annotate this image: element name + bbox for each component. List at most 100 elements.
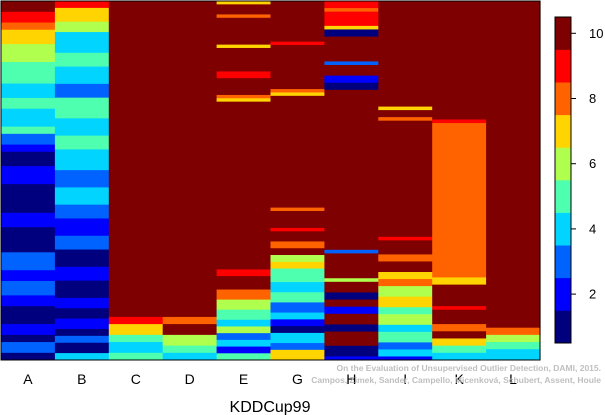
cell-g-6 xyxy=(270,207,325,212)
cell-e-15 xyxy=(216,309,272,321)
cell-g-22 xyxy=(270,343,325,351)
cell-i-10 xyxy=(378,279,433,287)
cell-a-16 xyxy=(1,227,56,253)
cell-g-14 xyxy=(270,268,325,283)
cell-h-9 xyxy=(324,82,379,91)
cell-h-18 xyxy=(324,313,379,325)
cell-b-5 xyxy=(54,66,110,85)
column-label-d: D xyxy=(185,371,195,387)
cell-b-9 xyxy=(54,135,110,150)
cell-g-0 xyxy=(270,1,325,43)
cell-b-19 xyxy=(54,297,110,309)
cell-i-5 xyxy=(378,236,433,241)
cell-e-16 xyxy=(216,319,272,327)
cell-c-4 xyxy=(108,342,164,354)
cell-i-17 xyxy=(378,342,433,350)
cell-h-21 xyxy=(324,345,379,357)
cell-i-12 xyxy=(378,296,433,308)
column-label-h: H xyxy=(346,371,356,387)
colorbar: 2 4 6 8 10 xyxy=(554,16,603,344)
cell-g-9 xyxy=(270,231,325,242)
cell-a-13 xyxy=(1,166,56,185)
cell-h-3 xyxy=(324,25,379,30)
cell-g-7 xyxy=(270,210,325,229)
cell-a-2 xyxy=(1,22,56,31)
cell-e-10 xyxy=(216,101,272,270)
cell-e-3 xyxy=(216,17,272,46)
column-label-c: C xyxy=(131,371,141,387)
cell-h-6 xyxy=(324,61,379,66)
cell-b-23 xyxy=(54,335,110,344)
cell-g-10 xyxy=(270,241,325,249)
cell-e-18 xyxy=(216,333,272,341)
cell-g-16 xyxy=(270,292,325,303)
colorbar-tick-label-2: 2 xyxy=(589,287,596,302)
colorbar-swatch-5 xyxy=(555,180,571,213)
colorbar-tick-label-6: 6 xyxy=(589,156,596,171)
cell-e-5 xyxy=(216,47,272,72)
cell-b-10 xyxy=(54,149,110,171)
cell-h-12 xyxy=(324,253,379,279)
colorbar-swatch-8 xyxy=(555,82,571,116)
cell-g-23 xyxy=(270,349,325,361)
cell-i-7 xyxy=(378,254,433,262)
cell-l-0 xyxy=(486,1,541,329)
cell-k-8 xyxy=(432,331,487,339)
x-axis-label: KDDCup99 xyxy=(230,399,311,415)
cell-g-2 xyxy=(270,45,325,90)
cell-b-2 xyxy=(54,21,110,33)
cell-e-14 xyxy=(216,299,272,311)
cell-e-1 xyxy=(216,4,272,15)
cell-a-22 xyxy=(1,324,56,336)
cell-i-4 xyxy=(378,120,433,238)
cell-i-18 xyxy=(378,349,433,357)
cell-b-24 xyxy=(54,342,110,354)
cell-i-16 xyxy=(378,331,433,343)
cell-d-5 xyxy=(162,352,218,361)
cell-g-18 xyxy=(270,312,325,320)
cell-i-3 xyxy=(378,117,433,122)
cell-h-14 xyxy=(324,281,379,293)
cell-b-14 xyxy=(54,218,110,237)
cell-i-19 xyxy=(378,356,433,361)
cell-g-4 xyxy=(270,92,325,97)
cell-b-25 xyxy=(54,353,110,361)
cell-e-17 xyxy=(216,326,272,334)
cell-e-2 xyxy=(216,14,272,19)
cell-a-4 xyxy=(1,44,56,63)
cell-l-2 xyxy=(486,334,541,343)
cell-e-8 xyxy=(216,94,272,99)
column-label-g: G xyxy=(292,371,303,387)
cell-k-2 xyxy=(432,123,487,278)
cell-b-8 xyxy=(54,118,110,137)
cell-b-1 xyxy=(54,7,110,23)
colorbar-tick-label-8: 8 xyxy=(589,91,596,106)
cell-h-19 xyxy=(324,324,379,332)
cell-h-8 xyxy=(324,75,379,84)
colorbar-swatch-6 xyxy=(555,147,571,181)
cell-e-9 xyxy=(216,98,272,103)
cell-b-3 xyxy=(54,32,110,54)
cell-a-7 xyxy=(1,97,56,110)
cell-d-1 xyxy=(162,316,218,325)
cell-h-22 xyxy=(324,356,379,361)
colorbar-tick-label-10: 10 xyxy=(589,26,603,41)
cell-a-11 xyxy=(1,144,56,153)
cell-e-20 xyxy=(216,346,272,354)
watermark-line-1: On the Evaluation of Unsupervised Outlie… xyxy=(337,363,602,373)
cell-a-23 xyxy=(1,334,56,343)
cell-a-17 xyxy=(1,252,56,271)
cell-g-17 xyxy=(270,302,325,313)
cell-h-4 xyxy=(324,29,379,37)
cell-b-17 xyxy=(54,266,110,282)
cell-b-4 xyxy=(54,52,110,67)
cell-i-13 xyxy=(378,307,433,315)
cell-l-3 xyxy=(486,342,541,350)
colorbar-swatch-1 xyxy=(555,310,571,344)
cell-i-2 xyxy=(378,110,433,118)
cell-a-12 xyxy=(1,151,56,167)
cell-g-5 xyxy=(270,95,325,208)
cell-a-10 xyxy=(1,133,56,145)
cell-g-21 xyxy=(270,332,325,344)
